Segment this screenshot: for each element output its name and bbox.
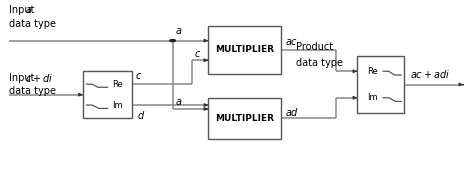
Text: $c$: $c$ [135, 71, 142, 81]
Text: MULTIPLIER: MULTIPLIER [215, 114, 274, 123]
Text: data type: data type [9, 19, 56, 29]
Text: $c$: $c$ [194, 49, 201, 58]
Text: data type: data type [296, 57, 342, 68]
Text: Im: Im [368, 93, 378, 102]
Text: MULTIPLIER: MULTIPLIER [215, 45, 274, 54]
Text: data type: data type [9, 86, 56, 96]
Text: Product: Product [296, 42, 333, 52]
Circle shape [170, 40, 175, 42]
Text: $c+di$: $c+di$ [25, 72, 53, 84]
Text: $a$: $a$ [175, 97, 182, 107]
Text: Input: Input [9, 73, 35, 83]
Text: $d$: $d$ [137, 109, 145, 121]
Text: Input: Input [9, 5, 35, 15]
Bar [208, 26, 281, 74]
Bar [83, 71, 132, 118]
Bar [357, 56, 404, 113]
Text: $ac$: $ac$ [285, 37, 298, 47]
Text: $ac+adi$: $ac+adi$ [410, 68, 450, 80]
Text: $a$: $a$ [175, 26, 182, 36]
Text: $a$: $a$ [25, 5, 32, 15]
Text: Re: Re [368, 67, 378, 76]
Bar [208, 98, 281, 139]
Text: Im: Im [112, 101, 123, 110]
Text: Re: Re [112, 80, 123, 89]
Text: $ad$: $ad$ [285, 105, 299, 118]
